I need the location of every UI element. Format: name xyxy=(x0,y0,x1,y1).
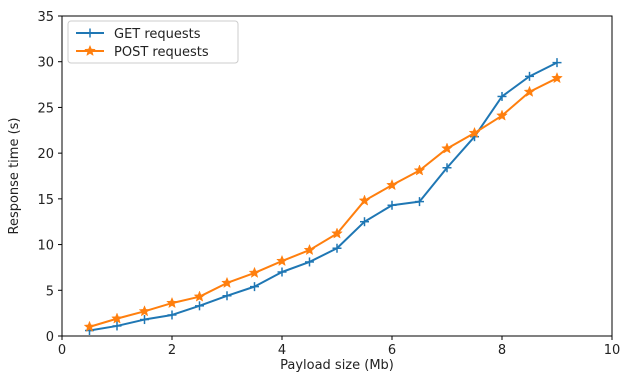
data-point xyxy=(413,164,426,176)
data-point xyxy=(166,296,178,309)
data-point xyxy=(523,85,536,97)
y-tick-label: 25 xyxy=(37,101,54,116)
data-point xyxy=(138,305,151,317)
data-point xyxy=(441,142,453,154)
data-point xyxy=(387,200,397,210)
y-tick-label: 0 xyxy=(46,330,54,345)
y-tick-label: 20 xyxy=(37,147,54,162)
y-tick-label: 35 xyxy=(37,10,54,25)
data-point xyxy=(442,163,452,173)
data-point xyxy=(331,227,343,239)
data-point xyxy=(497,91,507,101)
data-point xyxy=(111,312,123,324)
data-point xyxy=(222,291,232,301)
data-point xyxy=(195,301,204,311)
y-tick-label: 5 xyxy=(46,284,54,299)
data-point xyxy=(525,71,534,81)
data-point xyxy=(277,267,287,277)
x-tick-label: 4 xyxy=(278,343,286,358)
legend-marker xyxy=(85,28,95,38)
legend-label: GET requests xyxy=(114,27,201,42)
plot-area-frame xyxy=(61,15,613,337)
data-point xyxy=(303,243,316,256)
data-point xyxy=(248,266,261,278)
legend-label: POST requests xyxy=(114,45,209,60)
y-tick-label: 15 xyxy=(37,193,54,208)
y-tick-label: 10 xyxy=(37,239,54,254)
x-tick-label: 8 xyxy=(498,343,506,358)
data-point xyxy=(167,310,177,320)
y-axis-label: Response time (s) xyxy=(7,118,22,235)
data-point xyxy=(551,71,563,84)
data-point xyxy=(552,58,562,68)
x-axis-label: Payload size (Mb) xyxy=(280,358,394,372)
data-point xyxy=(305,257,314,267)
data-point xyxy=(360,217,369,227)
data-point xyxy=(140,315,149,325)
series-line xyxy=(89,77,558,328)
data-point xyxy=(193,290,206,302)
x-tick-label: 2 xyxy=(168,343,176,358)
data-point xyxy=(332,243,342,253)
data-point xyxy=(83,320,96,332)
data-point xyxy=(386,178,398,191)
data-point xyxy=(496,109,508,121)
y-axis-ticks: 0 5 10 15 20 25 30 35 xyxy=(37,10,62,345)
data-point xyxy=(358,194,371,206)
series-post xyxy=(83,71,563,332)
data-point xyxy=(221,276,233,288)
x-tick-label: 0 xyxy=(58,343,66,358)
data-point xyxy=(250,282,259,292)
y-tick-label: 30 xyxy=(37,56,54,71)
legend-entry: POST requests xyxy=(76,44,209,60)
legend-box xyxy=(67,20,239,64)
legend-entry: GET requests xyxy=(76,27,201,42)
data-point xyxy=(112,321,122,331)
series-get xyxy=(85,58,562,336)
x-tick-label: 6 xyxy=(388,343,396,358)
legend: GET requests POST requests xyxy=(67,20,239,64)
x-tick-label: 10 xyxy=(604,343,621,358)
series-line xyxy=(89,61,558,332)
x-axis-ticks: 0 2 4 6 8 10 xyxy=(58,336,620,358)
data-point xyxy=(276,254,288,267)
data-point xyxy=(415,197,424,207)
series-layer xyxy=(83,58,563,336)
data-point xyxy=(468,126,481,139)
legend-marker xyxy=(84,44,96,56)
